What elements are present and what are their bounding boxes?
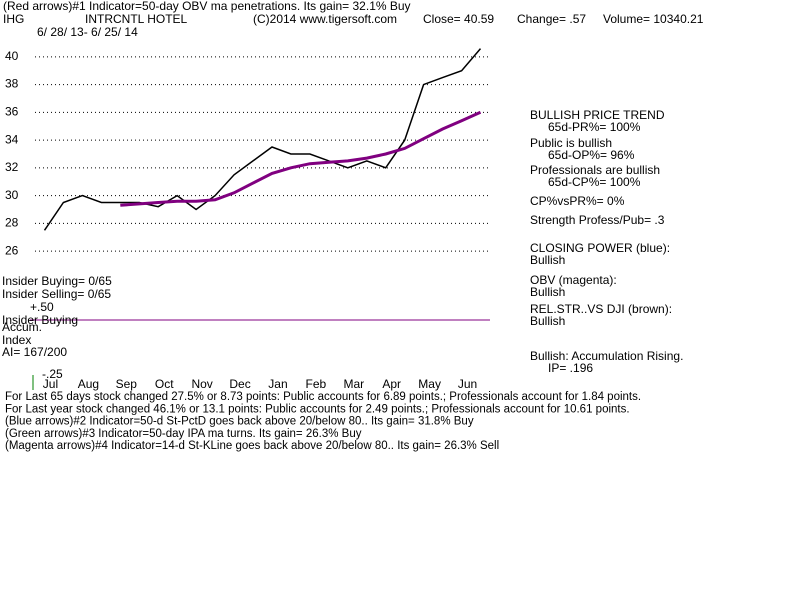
close: Close= 40.59 [423,12,494,26]
y-tick-label: 32 [5,160,19,174]
copyright: (C)2014 www.tigersoft.com [253,12,397,26]
y-tick-label: 34 [5,132,19,146]
company-name: INTRCNTL HOTEL [85,12,188,26]
side-note: Bullish [530,314,565,328]
y-tick-label: 28 [5,216,19,230]
side-note: Professionals are bullish [530,163,660,177]
indicator-label: +.50 [30,300,54,314]
side-note: Public is bullish [530,136,612,150]
indicator-label: Insider Buying= 0/65 [2,274,112,288]
side-note: Bullish [530,253,565,267]
footer-line: (Magenta arrows)#4 Indicator=14-d St-KLi… [5,440,499,452]
x-tick-label: Jan [268,377,287,391]
side-note: Strength Profess/Pub= .3 [530,213,665,227]
side-note: Bullish: Accumulation Rising. [530,349,683,363]
side-note: IP= .196 [548,361,593,375]
footer-line: (Green arrows)#3 Indicator=50-day IPA ma… [5,428,362,440]
series-line [43,48,482,231]
volume: Volume= 10340.21 [603,12,704,26]
side-note: CLOSING POWER (blue): [530,241,670,255]
y-tick-label: 38 [5,77,19,91]
footer-line: For Last 65 days stock changed 27.5% or … [5,391,641,403]
x-tick-label: Apr [382,377,401,391]
side-note: REL.STR..VS DJI (brown): [530,302,672,316]
indicator-label: Accum. [2,320,42,334]
y-tick-label: 36 [5,105,19,119]
indicator-line: (Red arrows)#1 Indicator=50-day OBV ma p… [3,0,411,13]
change: Change= .57 [517,12,586,26]
side-note: 65d-PR%= 100% [548,120,641,134]
x-tick-label: Dec [229,377,250,391]
side-note: Bullish [530,285,565,299]
footer-line: For Last year stock changed 46.1% or 13.… [5,403,630,415]
indicator-label: AI= 167/200 [2,345,67,359]
series-line [120,110,482,207]
x-tick-label: May [418,377,441,391]
side-note: 65d-OP%= 96% [548,148,635,162]
date-range: 6/ 28/ 13- 6/ 25/ 14 [37,25,138,39]
side-note: CP%vsPR%= 0% [530,194,625,208]
indicator-label: Insider Selling= 0/65 [2,287,111,301]
y-tick-label: 30 [5,188,19,202]
symbol: IHG [3,12,24,26]
y-tick-label: 40 [5,49,19,63]
x-tick-label: Sep [116,377,138,391]
x-tick-label: Aug [78,377,99,391]
side-note: OBV (magenta): [530,273,617,287]
indicator-label: -.25 [42,367,63,381]
x-tick-label: Jul [43,377,58,391]
indicator-label: Index [2,333,31,347]
x-tick-label: Nov [191,377,212,391]
side-note: BULLISH PRICE TREND [530,108,665,122]
x-tick-label: Feb [306,377,327,391]
footer-line: (Blue arrows)#2 Indicator=50-d St-PctD g… [5,416,474,428]
x-tick-label: Oct [155,377,174,391]
x-tick-label: Jun [458,377,477,391]
side-note: 65d-CP%= 100% [548,175,641,189]
x-tick-label: Mar [343,377,364,391]
indicator-label: Insider Buying [2,313,78,327]
y-tick-label: 26 [5,243,19,257]
